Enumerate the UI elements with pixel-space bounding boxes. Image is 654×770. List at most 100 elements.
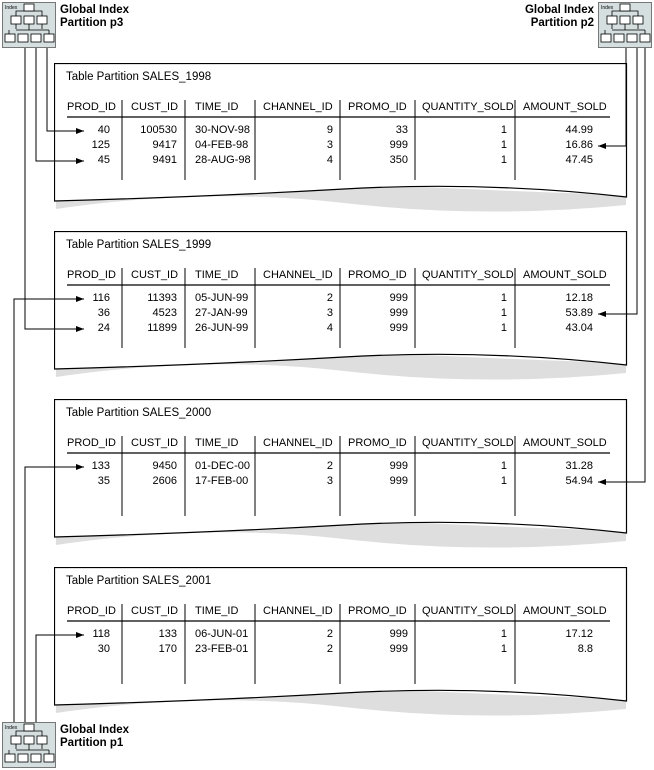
column-header: CUST_ID (131, 437, 179, 449)
index-icon-p1: Index (2, 722, 56, 768)
column-header: PROD_ID (67, 437, 116, 449)
column-header: PROD_ID (67, 101, 116, 113)
table-cell: 05-JUN-99 (195, 292, 249, 304)
pointer-p2-54.94 (598, 46, 646, 485)
table-cell: 4523 (152, 307, 177, 319)
table-cell: 2 (326, 643, 333, 655)
column-header: PROMO_ID (348, 101, 407, 113)
table-cell: 43.04 (565, 322, 593, 334)
table-cell: 118 (92, 628, 110, 640)
table-cell: 1 (500, 628, 507, 640)
index-icon-p3: Index (2, 2, 56, 48)
table-cell: 27-JAN-99 (195, 307, 248, 319)
table-cell: 35 (97, 475, 110, 487)
table-partition: Table Partition SALES_2000 PROD_ID CUST_ID… (54, 399, 628, 549)
table-cell: 30 (97, 643, 110, 655)
partition-title: Table Partition SALES_1998 (66, 71, 212, 83)
table-cell: 9450 (152, 460, 177, 472)
table-cell: 999 (389, 292, 408, 304)
table-cell: 125 (91, 139, 110, 151)
table-cell: 9491 (152, 154, 177, 166)
table-cell: 54.94 (565, 475, 593, 487)
column-header: CHANNEL_ID (263, 269, 333, 281)
pointer-p2-53.89 (598, 46, 638, 317)
column-header: AMOUNT_SOLD (523, 101, 607, 113)
column-header: TIME_ID (195, 101, 239, 113)
column-header: AMOUNT_SOLD (523, 269, 607, 281)
pointer-p2-16.86 (598, 46, 627, 149)
column-header: CHANNEL_ID (263, 605, 333, 617)
pointer-p3-45 (35, 46, 84, 164)
column-header: PROMO_ID (348, 269, 407, 281)
column-header: QUANTITY_SOLD (422, 101, 514, 113)
table-cell: 1 (500, 139, 507, 151)
partition-title: Table Partition SALES_2000 (66, 407, 212, 419)
table-cell: 350 (389, 154, 408, 166)
index-label-p1: Global Index Partition p1 (60, 724, 129, 750)
table-cell: 47.45 (565, 154, 593, 166)
index-label-line2: Partition p3 (60, 17, 124, 29)
table-cell: 53.89 (565, 307, 593, 319)
index-label-line1: Global Index (524, 4, 594, 16)
column-header: CUST_ID (131, 269, 179, 281)
table-cell: 3 (326, 475, 333, 487)
table-cell: 40 (97, 124, 110, 136)
column-header: AMOUNT_SOLD (523, 437, 607, 449)
table-cell: 26-JUN-99 (195, 322, 249, 334)
table-cell: 11393 (147, 292, 177, 304)
column-header: AMOUNT_SOLD (523, 605, 607, 617)
pointer-p3-40 (46, 46, 84, 134)
column-header: QUANTITY_SOLD (422, 605, 514, 617)
table-cell: 2 (326, 460, 333, 472)
table-cell: 9417 (152, 139, 177, 151)
table-cell: 1 (500, 322, 507, 334)
table-cell: 999 (389, 475, 408, 487)
table-cell: 999 (389, 307, 408, 319)
table-cell: 4 (326, 322, 333, 334)
table-partition: Table Partition SALES_1998 PROD_ID CUST_ID… (54, 63, 628, 213)
table-cell: 2 (326, 292, 333, 304)
table-cell: 45 (97, 154, 110, 166)
column-header: QUANTITY_SOLD (422, 269, 514, 281)
index-label-line1: Global Index (60, 724, 130, 736)
column-header: PROMO_ID (348, 437, 407, 449)
table-cell: 1 (500, 475, 507, 487)
column-header: CHANNEL_ID (263, 437, 333, 449)
table-cell: 3 (326, 139, 333, 151)
table-cell: 999 (389, 322, 408, 334)
table-cell: 8.8 (577, 643, 593, 655)
table-cell: 06-JUN-01 (195, 628, 249, 640)
column-header: CUST_ID (131, 101, 179, 113)
column-header: PROMO_ID (348, 605, 407, 617)
pointer-p1-133 (24, 464, 84, 724)
table-cell: 999 (389, 643, 408, 655)
table-cell: 1 (500, 124, 507, 136)
table-cell: 133 (91, 460, 110, 472)
table-cell: 30-NOV-98 (195, 124, 251, 136)
column-header: TIME_ID (195, 269, 239, 281)
partition-title: Table Partition SALES_1999 (66, 239, 212, 251)
table-partition: Table Partition SALES_1999 PROD_ID CUST_ID… (54, 231, 628, 381)
table-cell: 1 (500, 643, 507, 655)
table-cell: 2606 (152, 475, 177, 487)
index-label-p3: Global Index Partition p3 (60, 4, 129, 30)
table-cell: 01-DEC-00 (195, 460, 251, 472)
index-icon-text: Index (601, 5, 614, 11)
table-cell: 9 (326, 124, 333, 136)
table-cell: 04-FEB-98 (195, 139, 249, 151)
pointer-p1-118 (35, 632, 84, 724)
table-cell: 170 (158, 643, 177, 655)
table-cell: 116 (92, 292, 110, 304)
column-header: TIME_ID (195, 605, 239, 617)
table-cell: 23-FEB-01 (195, 643, 249, 655)
column-header: CUST_ID (131, 605, 179, 617)
table-cell: 100530 (140, 124, 177, 136)
pointer-p1-116 (13, 296, 84, 724)
index-label-line1: Global Index (60, 4, 130, 16)
table-cell: 1 (500, 154, 507, 166)
table-cell: 33 (395, 124, 408, 136)
column-header: PROD_ID (67, 269, 116, 281)
table-cell: 24 (97, 322, 110, 334)
